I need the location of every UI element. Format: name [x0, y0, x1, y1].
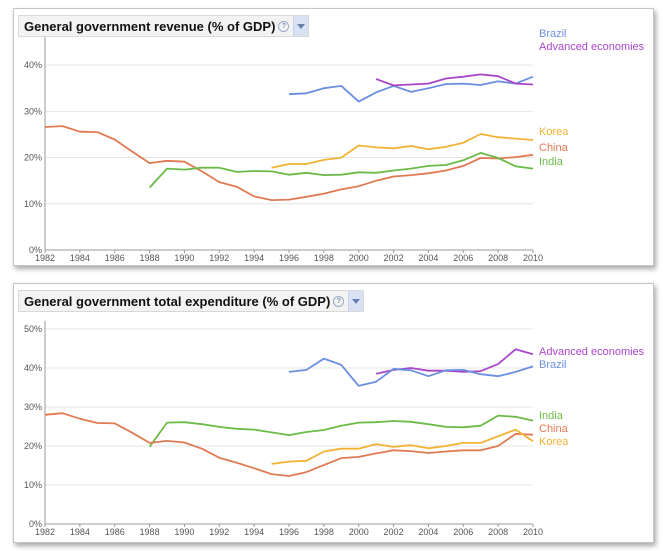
series-label-china[interactable]: China: [539, 142, 569, 154]
series-label-advanced-economies[interactable]: Advanced economies: [539, 41, 645, 53]
series-line-korea[interactable]: [271, 133, 534, 169]
x-tick-label: 1990: [174, 253, 194, 263]
series-label-brazil[interactable]: Brazil: [539, 28, 567, 40]
x-tick-label: 1992: [209, 253, 229, 263]
x-tick-label: 1996: [279, 253, 299, 263]
series-label-india[interactable]: India: [539, 156, 564, 168]
x-tick-label: 1988: [140, 527, 160, 537]
expenditure-chart-title: General government total expenditure (% …: [24, 293, 331, 309]
expenditure-indicator-dropdown-button[interactable]: [348, 291, 364, 311]
x-tick-label: 1982: [35, 253, 55, 263]
x-tick-label: 1998: [314, 253, 334, 263]
revenue-indicator-dropdown-button[interactable]: [293, 16, 309, 36]
series-label-advanced-economies[interactable]: Advanced economies: [539, 346, 645, 358]
y-tick-label: 0%: [29, 519, 42, 529]
x-tick-label: 2006: [453, 253, 473, 263]
x-tick-label: 1984: [70, 253, 90, 263]
series-label-india[interactable]: India: [539, 410, 564, 422]
series-label-china[interactable]: China: [539, 423, 569, 435]
x-tick-label: 1998: [314, 527, 334, 537]
series-line-advanced-economies[interactable]: [375, 73, 534, 87]
series-label-korea[interactable]: Korea: [539, 436, 569, 448]
chevron-down-icon: [352, 298, 361, 304]
x-tick-label: 2004: [418, 253, 438, 263]
x-tick-label: 2002: [384, 253, 404, 263]
x-tick-label: 1982: [35, 527, 55, 537]
series-line-india[interactable]: [148, 414, 534, 448]
y-tick-label: 50%: [24, 324, 42, 334]
help-icon[interactable]: ?: [278, 20, 290, 32]
revenue-chart-panel: 0% 10% 20% 30% 40% 1982 1984 1986 1988 1990 1992 19…: [13, 8, 654, 266]
revenue-chart-title-bar: General government revenue (% of GDP) ?: [18, 15, 310, 37]
x-tick-label: 1986: [105, 527, 125, 537]
x-tick-label: 1990: [174, 527, 194, 537]
y-tick-label: 30%: [24, 402, 42, 412]
x-tick-label: 1984: [70, 527, 90, 537]
series-line-india[interactable]: [148, 151, 534, 189]
y-tick-label: 20%: [24, 441, 42, 451]
x-tick-label: 2006: [453, 527, 473, 537]
y-tick-label: 40%: [24, 60, 42, 70]
x-tick-label: 1986: [105, 253, 125, 263]
y-tick-label: 10%: [24, 199, 42, 209]
help-icon[interactable]: ?: [333, 295, 345, 307]
y-tick-label: 10%: [24, 480, 42, 490]
x-tick-label: 2004: [418, 527, 438, 537]
expenditure-chart-panel: 0% 10% 20% 30% 40% 50% 1982 1984 1986 1988 1990 199…: [13, 283, 654, 543]
y-tick-label: 30%: [24, 106, 42, 116]
series-line-china[interactable]: [44, 412, 534, 477]
x-tick-label: 2000: [349, 527, 369, 537]
expenditure-chart-title-bar: General government total expenditure (% …: [18, 290, 365, 312]
y-tick-label: 20%: [24, 153, 42, 163]
chevron-down-icon: [297, 23, 306, 29]
revenue-chart: 0% 10% 20% 30% 40% 1982 1984 1986 1988 1990 1992 19…: [24, 28, 645, 263]
y-tick-label: 0%: [29, 245, 42, 255]
x-tick-label: 1994: [244, 253, 264, 263]
y-tick-label: 40%: [24, 363, 42, 373]
series-line-korea[interactable]: [271, 428, 534, 465]
series-line-brazil[interactable]: [288, 75, 534, 103]
series-line-brazil[interactable]: [288, 357, 534, 387]
x-tick-label: 1994: [244, 527, 264, 537]
expenditure-chart: 0% 10% 20% 30% 40% 50% 1982 1984 1986 1988 1990 199…: [24, 321, 645, 537]
x-tick-label: 1992: [209, 527, 229, 537]
x-tick-label: 2002: [384, 527, 404, 537]
x-tick-label: 1988: [140, 253, 160, 263]
revenue-chart-title: General government revenue (% of GDP): [24, 18, 276, 34]
x-tick-label: 2008: [488, 253, 508, 263]
x-tick-label: 2000: [349, 253, 369, 263]
series-line-china[interactable]: [44, 125, 534, 202]
series-label-korea[interactable]: Korea: [539, 126, 569, 138]
x-tick-label: 2010: [523, 253, 543, 263]
x-tick-label: 1996: [279, 527, 299, 537]
x-tick-label: 2008: [488, 527, 508, 537]
series-label-brazil[interactable]: Brazil: [539, 359, 567, 371]
x-tick-label: 2010: [523, 527, 543, 537]
